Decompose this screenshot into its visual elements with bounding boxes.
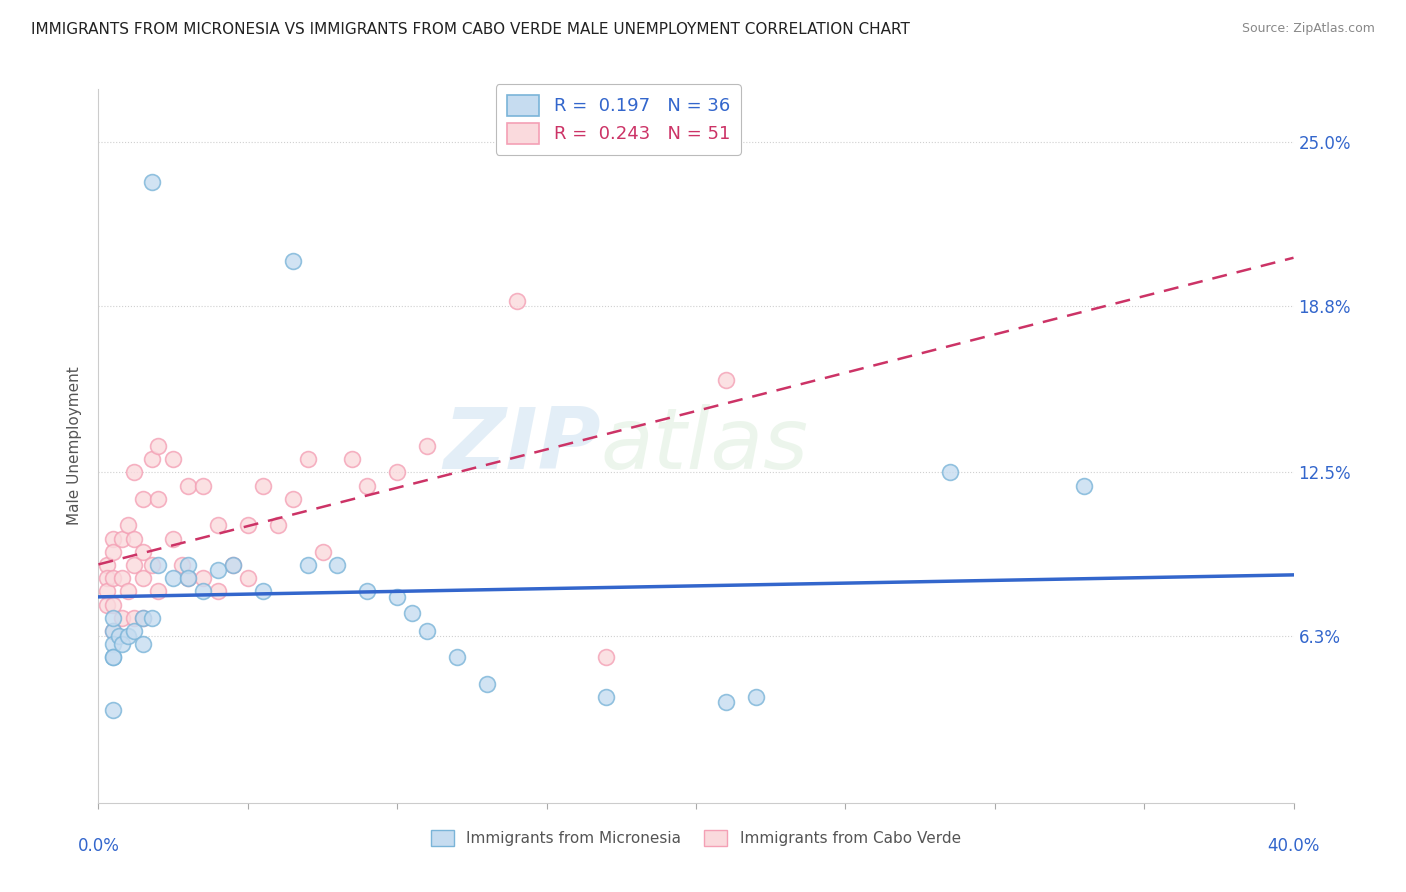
Point <box>103 650 125 665</box>
Point <box>132 611 155 625</box>
Point <box>103 611 125 625</box>
Point <box>236 518 259 533</box>
Point <box>475 677 498 691</box>
Point <box>103 624 125 638</box>
Point <box>124 532 146 546</box>
Point <box>191 584 214 599</box>
Point <box>446 650 468 665</box>
Point <box>385 466 409 480</box>
Point <box>124 558 146 572</box>
Point <box>96 558 118 572</box>
Point <box>148 584 170 599</box>
Point <box>252 478 274 492</box>
Point <box>108 629 131 643</box>
Point <box>148 491 170 506</box>
Point <box>162 532 184 546</box>
Point <box>141 558 163 572</box>
Point <box>281 491 304 506</box>
Point <box>207 584 229 599</box>
Point <box>207 518 229 533</box>
Point <box>111 611 134 625</box>
Point <box>103 650 125 665</box>
Point <box>714 695 737 709</box>
Point <box>132 571 155 585</box>
Point <box>103 532 125 546</box>
Point <box>103 545 125 559</box>
Point <box>385 590 409 604</box>
Point <box>326 558 349 572</box>
Point <box>416 439 439 453</box>
Point <box>297 452 319 467</box>
Point <box>103 624 125 638</box>
Point <box>132 611 155 625</box>
Point <box>595 690 617 704</box>
Point <box>103 598 125 612</box>
Point <box>117 518 139 533</box>
Point <box>267 518 290 533</box>
Point <box>132 637 155 651</box>
Point <box>177 571 200 585</box>
Point <box>111 637 134 651</box>
Point <box>172 558 194 572</box>
Point <box>132 491 155 506</box>
Point <box>117 629 139 643</box>
Point <box>103 637 125 651</box>
Point <box>162 571 184 585</box>
Legend: Immigrants from Micronesia, Immigrants from Cabo Verde: Immigrants from Micronesia, Immigrants f… <box>425 824 967 852</box>
Point <box>595 650 617 665</box>
Point <box>252 584 274 599</box>
Point <box>177 571 200 585</box>
Point <box>191 571 214 585</box>
Point <box>141 175 163 189</box>
Point <box>506 293 529 308</box>
Point <box>103 703 125 717</box>
Point <box>111 571 134 585</box>
Point <box>281 254 304 268</box>
Point <box>148 439 170 453</box>
Point <box>1073 478 1095 492</box>
Point <box>96 584 118 599</box>
Point <box>103 571 125 585</box>
Point <box>132 545 155 559</box>
Point <box>416 624 439 638</box>
Text: 0.0%: 0.0% <box>77 838 120 855</box>
Text: Source: ZipAtlas.com: Source: ZipAtlas.com <box>1241 22 1375 36</box>
Text: IMMIGRANTS FROM MICRONESIA VS IMMIGRANTS FROM CABO VERDE MALE UNEMPLOYMENT CORRE: IMMIGRANTS FROM MICRONESIA VS IMMIGRANTS… <box>31 22 910 37</box>
Point <box>311 545 333 559</box>
Point <box>96 571 118 585</box>
Point <box>222 558 245 572</box>
Point <box>297 558 319 572</box>
Text: ZIP: ZIP <box>443 404 600 488</box>
Point <box>96 598 118 612</box>
Point <box>162 452 184 467</box>
Point <box>117 584 139 599</box>
Point <box>356 584 378 599</box>
Point <box>124 466 146 480</box>
Point <box>342 452 364 467</box>
Point <box>356 478 378 492</box>
Point <box>141 611 163 625</box>
Point <box>191 478 214 492</box>
Point <box>939 466 962 480</box>
Point <box>236 571 259 585</box>
Y-axis label: Male Unemployment: Male Unemployment <box>67 367 83 525</box>
Text: 40.0%: 40.0% <box>1267 838 1320 855</box>
Point <box>124 611 146 625</box>
Point <box>714 373 737 387</box>
Point <box>745 690 768 704</box>
Point <box>177 558 200 572</box>
Point <box>141 452 163 467</box>
Point <box>177 478 200 492</box>
Point <box>207 563 229 577</box>
Point <box>124 624 146 638</box>
Point <box>222 558 245 572</box>
Point <box>148 558 170 572</box>
Point <box>401 606 423 620</box>
Text: atlas: atlas <box>600 404 808 488</box>
Point <box>111 532 134 546</box>
